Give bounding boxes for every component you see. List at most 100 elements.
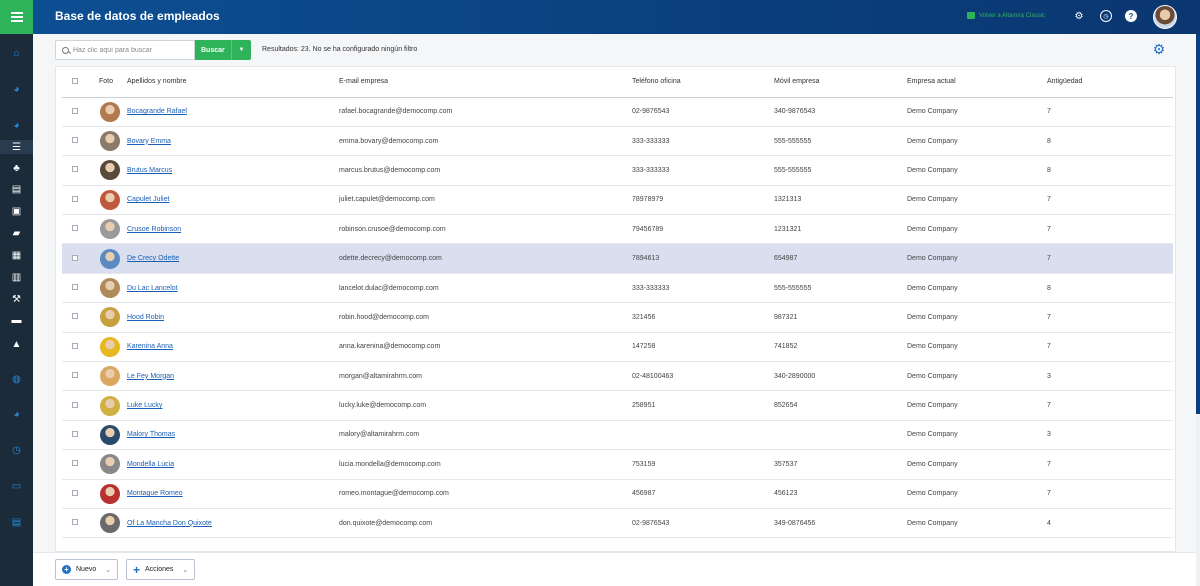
row-checkbox[interactable] bbox=[72, 225, 78, 232]
row-checkbox[interactable] bbox=[72, 313, 78, 320]
document-icon[interactable]: ▤ bbox=[11, 516, 22, 528]
card-icon[interactable]: ▭ bbox=[11, 480, 22, 492]
row-checkbox-cell[interactable] bbox=[62, 508, 99, 539]
folder-icon[interactable]: ▰ bbox=[12, 227, 21, 239]
employee-name-link[interactable]: Luke Lucky bbox=[127, 402, 163, 410]
row-checkbox[interactable] bbox=[72, 284, 78, 291]
gear-icon[interactable]: ⚙ bbox=[1074, 10, 1084, 22]
row-checkbox-cell[interactable] bbox=[62, 332, 99, 363]
row-checkbox-cell[interactable] bbox=[62, 302, 99, 333]
row-checkbox[interactable] bbox=[72, 254, 78, 261]
table-row[interactable]: Bovary Emma emma.bovary@democomp.com 333-3… bbox=[62, 126, 1173, 157]
column-header-email[interactable]: E-mail empresa bbox=[339, 67, 632, 98]
row-checkbox[interactable] bbox=[72, 519, 78, 526]
row-checkbox[interactable] bbox=[72, 430, 78, 437]
search-field[interactable] bbox=[55, 40, 195, 60]
row-checkbox[interactable] bbox=[72, 166, 78, 173]
employee-name-link[interactable]: Brutus Marcus bbox=[127, 166, 173, 174]
table-row[interactable]: Du Lac Lancelot lancelot.dulac@democomp.c… bbox=[62, 273, 1173, 304]
row-checkbox[interactable] bbox=[72, 107, 78, 114]
clipboard-icon[interactable]: ▤ bbox=[11, 183, 22, 195]
table-row[interactable]: Karenina Anna anna.karenina@democomp.com 1… bbox=[62, 332, 1173, 363]
table-row[interactable]: Crusoe Robinson robinson.crusoe@democomp.… bbox=[62, 214, 1173, 245]
chevron-down-icon[interactable]: ▼ bbox=[231, 40, 251, 60]
row-checkbox-cell[interactable] bbox=[62, 214, 99, 245]
employee-name-link[interactable]: Malory Thomas bbox=[127, 431, 176, 439]
row-checkbox-cell[interactable] bbox=[62, 155, 99, 186]
employee-name-link[interactable]: Bovary Emma bbox=[127, 137, 171, 145]
row-checkbox-cell[interactable] bbox=[62, 361, 99, 392]
org-chart-icon[interactable]: ♣ bbox=[13, 162, 20, 174]
row-checkbox-cell[interactable] bbox=[62, 390, 99, 421]
actions-button[interactable]: + Acciones ⌄ bbox=[126, 559, 196, 580]
column-header-company[interactable]: Empresa actual bbox=[907, 67, 1047, 98]
employee-name-link[interactable]: Of La Mancha Don Quixote bbox=[127, 519, 212, 527]
employee-name-link[interactable]: Montague Romeo bbox=[127, 490, 183, 498]
row-checkbox-cell[interactable] bbox=[62, 126, 99, 157]
select-all-cell[interactable] bbox=[62, 67, 99, 98]
row-checkbox-cell[interactable] bbox=[62, 449, 99, 480]
briefcase-icon[interactable]: ▣ bbox=[11, 205, 22, 217]
row-checkbox[interactable] bbox=[72, 401, 78, 408]
column-header-phone[interactable]: Teléfono oficina bbox=[632, 67, 774, 98]
home-icon[interactable]: ⌂ bbox=[13, 47, 20, 59]
select-all-checkbox[interactable] bbox=[72, 77, 78, 84]
table-row[interactable]: Montague Romeo romeo.montague@democomp.co… bbox=[62, 479, 1173, 509]
row-checkbox-cell[interactable] bbox=[62, 97, 99, 127]
table-row[interactable]: Of La Mancha Don Quixote don.quixote@demo… bbox=[62, 508, 1173, 539]
menu-icon[interactable] bbox=[0, 0, 33, 34]
globe-icon[interactable]: ◍ bbox=[12, 373, 21, 385]
employee-name-link[interactable]: Capulet Juliet bbox=[127, 196, 170, 204]
pie-chart-icon[interactable]: ◕ bbox=[13, 83, 20, 95]
table-row[interactable]: Mondella Lucia lucia.mondella@democomp.co… bbox=[62, 449, 1173, 480]
classic-link[interactable]: Volver a Altamira Classic bbox=[967, 12, 1045, 19]
row-checkbox-cell[interactable] bbox=[62, 420, 99, 451]
employee-name-link[interactable]: De Crecy Odette bbox=[127, 255, 180, 263]
table-row[interactable]: Malory Thomas malory@altamirahrm.com Demo … bbox=[62, 420, 1173, 451]
table-row[interactable]: Capulet Juliet juliet.capulet@democomp.co… bbox=[62, 185, 1173, 216]
help-icon[interactable]: ? bbox=[1125, 10, 1137, 22]
employee-name-link[interactable]: Karenina Anna bbox=[127, 343, 173, 351]
employee-name-link[interactable]: Crusoe Robinson bbox=[127, 225, 182, 233]
row-checkbox-cell[interactable] bbox=[62, 273, 99, 304]
toolbox-icon[interactable]: ▬ bbox=[11, 314, 22, 326]
row-checkbox[interactable] bbox=[72, 195, 78, 202]
report-icon[interactable]: ▥ bbox=[11, 271, 22, 283]
column-header-seniority[interactable]: Antigüedad bbox=[1047, 67, 1173, 98]
new-button[interactable]: + Nuevo ⌄ bbox=[55, 559, 119, 580]
row-checkbox-cell[interactable] bbox=[62, 185, 99, 216]
row-checkbox[interactable] bbox=[72, 372, 78, 379]
employee-name-link[interactable]: Le Fey Morgan bbox=[127, 372, 175, 380]
row-checkbox-cell[interactable] bbox=[62, 243, 99, 274]
table-row[interactable]: Bocagrande Rafael rafael.bocagrande@democ… bbox=[62, 97, 1173, 127]
pie-chart-icon[interactable]: ◕ bbox=[13, 119, 20, 131]
search-input[interactable] bbox=[73, 46, 185, 54]
database-icon[interactable]: ☰ bbox=[0, 140, 33, 154]
search-button[interactable]: Buscar ▼ bbox=[195, 40, 251, 60]
gavel-icon[interactable]: ⚒ bbox=[12, 293, 21, 305]
row-checkbox[interactable] bbox=[72, 460, 78, 467]
employee-name-link[interactable]: Hood Robin bbox=[127, 313, 164, 321]
clock-icon[interactable]: ◷ bbox=[12, 444, 21, 456]
table-row[interactable]: De Crecy Odette odette.decrecy@democomp.c… bbox=[62, 243, 1173, 274]
row-checkbox-cell[interactable] bbox=[62, 479, 99, 509]
table-row[interactable]: Le Fey Morgan morgan@altamirahrm.com 02-48… bbox=[62, 361, 1173, 392]
row-checkbox[interactable] bbox=[72, 342, 78, 349]
rocket-icon[interactable]: ▲ bbox=[11, 338, 22, 350]
column-header-mobile[interactable]: Móvil empresa bbox=[774, 67, 907, 98]
table-row[interactable]: Brutus Marcus marcus.brutus@democomp.com 3… bbox=[62, 155, 1173, 186]
row-checkbox[interactable] bbox=[72, 137, 78, 144]
employee-name-link[interactable]: Bocagrande Rafael bbox=[127, 108, 187, 116]
employee-name-link[interactable]: Du Lac Lancelot bbox=[127, 284, 178, 292]
row-checkbox[interactable] bbox=[72, 489, 78, 496]
column-header-name[interactable]: Apellidos y nombre bbox=[127, 67, 339, 98]
user-avatar[interactable] bbox=[1153, 5, 1177, 29]
clock-icon[interactable]: ◷ bbox=[1100, 10, 1112, 22]
employee-name-link[interactable]: Mondella Lucia bbox=[127, 460, 175, 468]
pie-chart-icon[interactable]: ◕ bbox=[13, 408, 20, 420]
scrollbar-thumb[interactable] bbox=[1196, 34, 1200, 414]
table-row[interactable]: Luke Lucky lucky.luke@democomp.com 258951 8… bbox=[62, 390, 1173, 421]
vertical-scrollbar[interactable] bbox=[1196, 34, 1200, 586]
wallet-icon[interactable]: ▦ bbox=[11, 249, 22, 261]
table-row[interactable]: Hood Robin robin.hood@democomp.com 321456 9… bbox=[62, 302, 1173, 333]
